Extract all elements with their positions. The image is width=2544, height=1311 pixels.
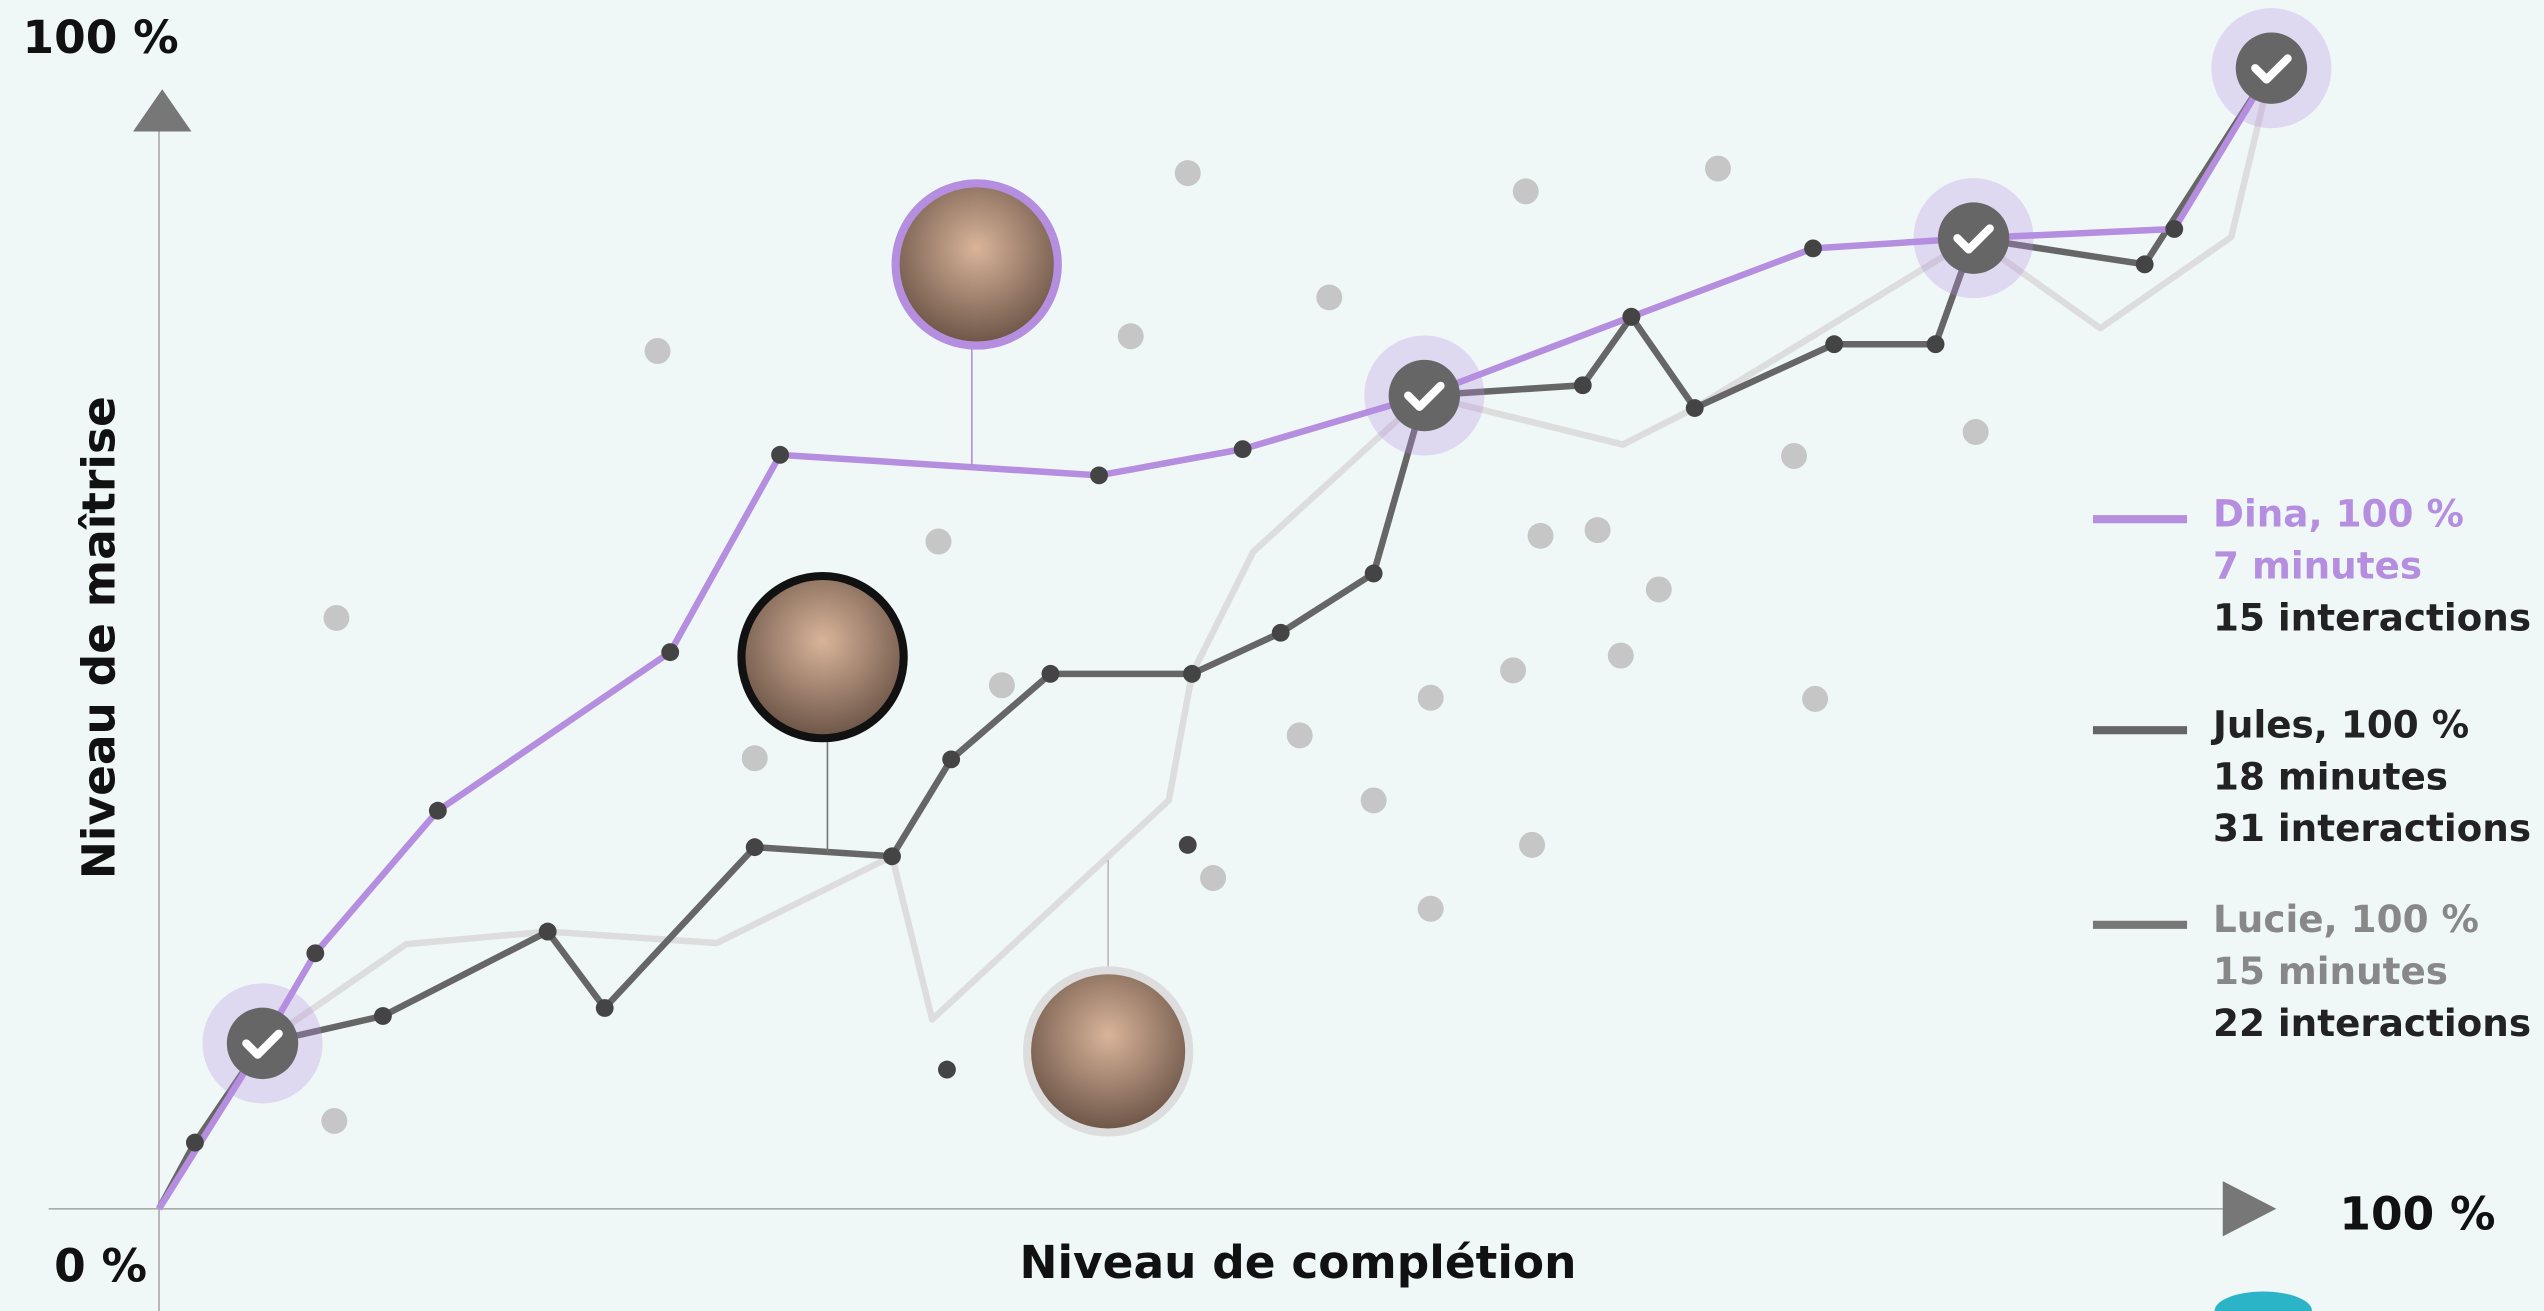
point	[1316, 284, 1343, 311]
series-line	[156, 66, 2275, 1211]
point	[644, 338, 671, 365]
avatar	[737, 571, 908, 743]
vertex	[373, 1007, 392, 1025]
y-axis-label: Niveau de maîtrise	[73, 396, 126, 879]
legend-label: Jules, 100 %	[2210, 702, 2469, 746]
point	[1527, 522, 1554, 549]
vertex	[1573, 376, 1592, 395]
point	[938, 1060, 956, 1079]
milestone	[226, 1007, 299, 1080]
vertex	[428, 801, 447, 820]
vertex	[1622, 307, 1641, 326]
legend-detail: 22 interactions	[2213, 1001, 2531, 1045]
check-icon	[242, 1029, 283, 1059]
point	[1417, 895, 1444, 922]
vertex	[1825, 335, 1844, 354]
vertex	[1804, 239, 1822, 258]
vertex	[1364, 564, 1383, 583]
legend-label: Dina, 100 %	[2213, 491, 2464, 535]
vertex	[745, 838, 764, 857]
point	[323, 604, 350, 631]
point	[1200, 865, 1227, 891]
point	[1584, 517, 1611, 544]
legend-detail: 18 minutes	[2213, 754, 2448, 798]
x-tick-label: 100 %	[2339, 1187, 2495, 1240]
point	[741, 745, 768, 772]
check-icon	[1404, 381, 1445, 411]
point	[1512, 178, 1539, 205]
vertex	[1041, 664, 1060, 683]
point	[321, 1107, 348, 1134]
vertex	[2135, 255, 2154, 274]
vertex	[1233, 440, 1252, 459]
point	[1962, 419, 1989, 445]
point	[1360, 787, 1387, 814]
point	[1174, 160, 1201, 187]
vertex	[595, 999, 614, 1017]
point	[988, 672, 1015, 699]
milestone	[1937, 202, 2010, 274]
plot	[156, 8, 2332, 1211]
point	[1704, 155, 1731, 182]
y-tick-label: 100 %	[23, 11, 179, 64]
vertex	[942, 750, 961, 769]
point	[1417, 684, 1444, 711]
vertex	[1090, 466, 1108, 485]
vertex	[771, 445, 789, 464]
check-icon	[2251, 54, 2292, 84]
legend-detail: 15 interactions	[2213, 595, 2531, 639]
point	[1781, 442, 1807, 469]
point	[1519, 831, 1546, 858]
vertex	[185, 1133, 204, 1152]
point	[1500, 657, 1527, 684]
point	[1178, 835, 1197, 854]
avatar	[891, 179, 1062, 350]
vertex	[306, 944, 325, 963]
point	[1607, 642, 1634, 669]
y-tick-label: 0 %	[54, 1239, 147, 1292]
vertex	[1183, 664, 1201, 683]
check-icon	[1953, 224, 1994, 254]
vertex	[1685, 399, 1704, 417]
avatar	[1022, 966, 1194, 1137]
point	[1286, 722, 1313, 749]
point	[1645, 576, 1672, 603]
x-axis-label: Niveau de complétion	[1019, 1236, 1576, 1289]
vertex	[2165, 220, 2184, 238]
vertex	[661, 643, 680, 662]
vertex	[1271, 623, 1290, 642]
point	[1117, 323, 1144, 350]
point	[925, 528, 952, 555]
legend-detail: 15 minutes	[2213, 949, 2448, 993]
legend-label: Lucie, 100 %	[2213, 897, 2479, 941]
vertex	[538, 922, 557, 941]
decoration	[2214, 1291, 2312, 1311]
milestone	[1388, 359, 1461, 432]
vertex	[883, 847, 901, 866]
vertex	[1926, 335, 1945, 354]
legend-detail: 31 interactions	[2213, 806, 2531, 850]
x-arrow	[2222, 1181, 2277, 1237]
y-arrow	[133, 89, 192, 132]
point	[1802, 685, 1829, 712]
legend-detail: 7 minutes	[2213, 543, 2422, 587]
milestone	[2235, 32, 2308, 104]
